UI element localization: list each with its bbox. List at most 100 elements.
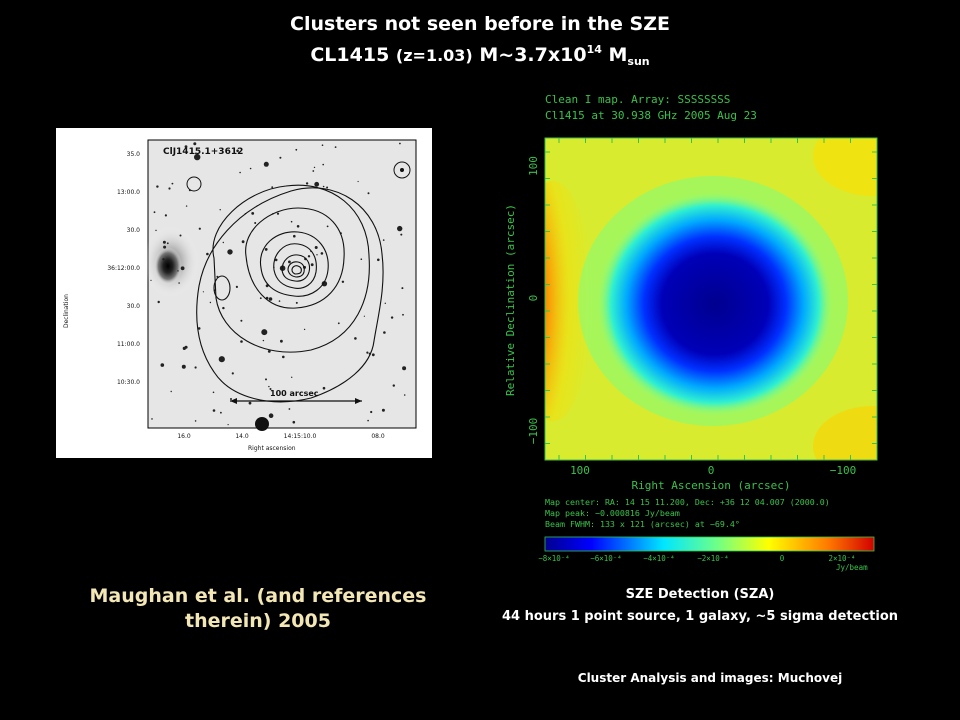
star bbox=[402, 313, 404, 316]
star bbox=[314, 246, 318, 249]
star bbox=[162, 258, 165, 261]
star bbox=[321, 144, 324, 146]
star bbox=[184, 145, 188, 148]
star bbox=[180, 266, 185, 271]
star bbox=[177, 270, 179, 272]
star bbox=[269, 388, 272, 390]
star bbox=[254, 222, 257, 224]
star bbox=[194, 366, 197, 369]
star bbox=[240, 319, 243, 322]
star bbox=[162, 240, 166, 244]
star bbox=[164, 214, 167, 217]
optical-x-axis-label: Right ascension bbox=[248, 445, 296, 452]
star bbox=[235, 285, 238, 288]
star bbox=[249, 167, 252, 170]
star bbox=[280, 339, 283, 343]
star bbox=[178, 282, 180, 284]
marker-circle bbox=[186, 176, 202, 192]
map-info-center: Map center: RA: 14 15 11.200, Dec: +36 1… bbox=[545, 497, 830, 507]
star bbox=[236, 149, 239, 153]
optical-x-tick: 14:15:10.0 bbox=[284, 433, 317, 440]
star bbox=[320, 252, 324, 255]
star bbox=[274, 258, 278, 262]
scale-bar bbox=[230, 398, 362, 404]
map-y-tick: 100 bbox=[527, 156, 540, 176]
star bbox=[155, 229, 157, 232]
sze-map-figure: Clean I map. Array: SSSSSSSS Cl1415 at 3… bbox=[493, 86, 897, 578]
optical-y-tick: 36:12:00.0 bbox=[107, 265, 140, 272]
optical-x-tick: 14.0 bbox=[235, 433, 249, 440]
star bbox=[313, 166, 316, 169]
star bbox=[288, 408, 291, 410]
star bbox=[293, 234, 296, 238]
map-y-ticks: 100 0 −100 bbox=[527, 156, 540, 444]
colorbar-tick: −2×10⁻⁴ bbox=[697, 554, 729, 563]
star bbox=[271, 186, 274, 189]
optical-x-tick: 16.0 bbox=[177, 433, 191, 440]
map-x-axis-label: Right Ascension (arcsec) bbox=[632, 479, 791, 492]
star bbox=[381, 408, 385, 412]
star bbox=[227, 249, 233, 255]
optical-xray-image: 100 arcsec ClJ1415.1+3612 35.0 13:00.0 30.… bbox=[56, 128, 432, 458]
star bbox=[384, 302, 386, 304]
star bbox=[206, 252, 209, 256]
star bbox=[305, 182, 309, 185]
citation-line2: therein) 2005 bbox=[185, 610, 331, 632]
star bbox=[259, 297, 262, 300]
map-x-tick: −100 bbox=[830, 464, 857, 477]
star bbox=[171, 182, 174, 185]
star bbox=[357, 180, 359, 183]
star bbox=[251, 212, 255, 215]
colorbar-tick: 2×10⁻⁴ bbox=[828, 554, 855, 563]
star bbox=[184, 345, 188, 349]
colorbar-tick: −4×10⁻⁴ bbox=[643, 554, 675, 563]
slide-title: Clusters not seen before in the SZE bbox=[290, 13, 670, 35]
star bbox=[212, 409, 216, 412]
star bbox=[197, 327, 201, 330]
star bbox=[341, 280, 345, 283]
star bbox=[222, 241, 224, 244]
star bbox=[276, 212, 280, 215]
bright-galaxy bbox=[154, 247, 182, 285]
colorbar-tick: 0 bbox=[780, 554, 785, 563]
star bbox=[166, 242, 169, 245]
star bbox=[218, 356, 225, 363]
star bbox=[265, 378, 267, 381]
marker-dot bbox=[400, 168, 404, 172]
marker-circle bbox=[393, 161, 411, 179]
star bbox=[267, 350, 271, 353]
star bbox=[157, 300, 160, 304]
star bbox=[220, 411, 222, 414]
star bbox=[390, 316, 394, 319]
map-x-tick: 100 bbox=[570, 464, 590, 477]
star bbox=[291, 376, 293, 378]
star bbox=[290, 220, 293, 223]
mass-unit: M bbox=[608, 44, 628, 66]
star bbox=[303, 328, 306, 331]
map-tick-marks bbox=[545, 138, 877, 460]
star bbox=[153, 211, 156, 214]
colorbar bbox=[544, 536, 875, 552]
star bbox=[377, 258, 380, 262]
star bbox=[322, 386, 326, 390]
star bbox=[312, 170, 315, 172]
star bbox=[326, 225, 329, 228]
optical-y-tick: 30.0 bbox=[127, 227, 141, 234]
colorbar-ticks: −8×10⁻⁴ −6×10⁻⁴ −4×10⁻⁴ −2×10⁻⁴ 0 2×10⁻⁴ bbox=[538, 554, 855, 563]
optical-y-tick: 10:30.0 bbox=[117, 379, 140, 386]
star bbox=[230, 398, 232, 400]
star bbox=[212, 391, 215, 394]
star bbox=[383, 331, 386, 334]
star bbox=[382, 239, 385, 241]
star bbox=[194, 152, 196, 155]
star bbox=[400, 233, 403, 236]
mass-exponent: 14 bbox=[586, 43, 602, 56]
star bbox=[307, 255, 311, 258]
map-x-tick: 0 bbox=[708, 464, 715, 477]
star bbox=[222, 306, 225, 310]
star bbox=[163, 245, 167, 249]
star bbox=[399, 142, 401, 145]
optical-y-axis-label: Declination bbox=[63, 294, 70, 328]
optical-x-ticks: 16.0 14.0 14:15:10.0 08.0 bbox=[177, 433, 385, 440]
star bbox=[168, 187, 171, 190]
